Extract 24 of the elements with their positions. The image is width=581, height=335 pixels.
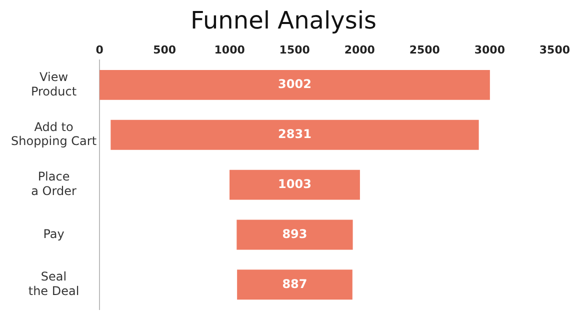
chart-title: Funnel Analysis — [190, 6, 377, 35]
x-tick-label: 2500 — [409, 43, 440, 56]
x-tick-label: 3500 — [539, 43, 570, 56]
data-label: 2831 — [278, 127, 312, 142]
y-tick-label: Seal the Deal — [28, 270, 80, 298]
x-tick-label: 1500 — [279, 43, 310, 56]
bar — [237, 270, 352, 300]
y-tick-label: Add to Shopping Cart — [10, 120, 97, 148]
y-tick-label: View Product — [30, 70, 77, 98]
data-label: 3002 — [278, 77, 312, 92]
bar — [100, 70, 490, 100]
x-tick-label: 2000 — [344, 43, 376, 56]
data-label: 893 — [282, 226, 308, 241]
data-label: 1003 — [278, 176, 312, 191]
bar — [110, 120, 479, 150]
x-tick-label: 3000 — [474, 43, 506, 56]
bar — [230, 170, 360, 200]
y-tick-label: Place a Order — [31, 170, 76, 198]
x-tick-label: 500 — [153, 43, 176, 56]
x-tick-label: 1000 — [214, 43, 246, 56]
y-tick-label: Pay — [43, 226, 64, 241]
data-label: 887 — [282, 276, 308, 291]
bar — [236, 220, 353, 250]
x-tick-label: 0 — [96, 43, 104, 56]
